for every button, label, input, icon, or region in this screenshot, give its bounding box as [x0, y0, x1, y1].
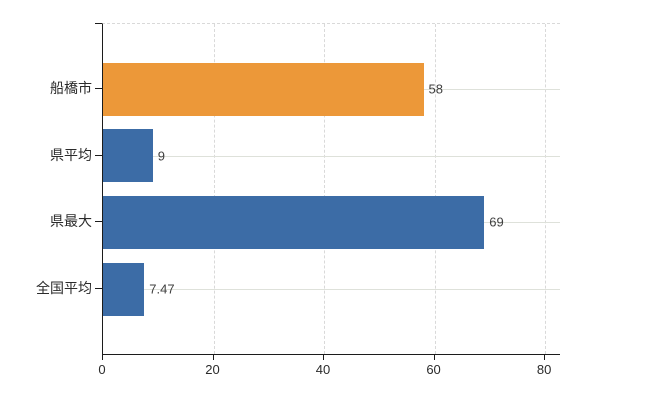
- x-axis-tick: [544, 354, 546, 360]
- category-label: 全国平均: [36, 280, 92, 297]
- y-axis-tick: [95, 288, 102, 290]
- bar: [103, 262, 145, 316]
- x-axis-tick: [212, 354, 214, 360]
- x-tick-label: 20: [205, 362, 220, 377]
- gridline-horizontal: [103, 289, 560, 291]
- x-axis-tick: [433, 354, 435, 360]
- category-label: 県平均: [50, 146, 92, 163]
- bar-value-label: 58: [428, 81, 443, 97]
- y-axis-tick: [95, 154, 102, 156]
- x-tick-label: 0: [98, 362, 106, 377]
- gridline-horizontal: [103, 155, 560, 157]
- bar-value-label: 7.47: [149, 281, 175, 297]
- bar-value-label: 9: [157, 148, 165, 164]
- bar: [103, 62, 424, 116]
- bar-value-label: 69: [489, 214, 504, 230]
- x-tick-label: 80: [536, 362, 552, 377]
- x-tick-label: 60: [426, 362, 441, 377]
- bar: [103, 195, 485, 249]
- gridline-vertical: [324, 24, 326, 354]
- plot-area: 58 9 69 7.47: [102, 23, 560, 355]
- y-axis-tick: [95, 221, 102, 223]
- x-axis-tick: [102, 354, 103, 360]
- gridline-vertical: [213, 24, 215, 354]
- category-label: 船橋市: [50, 80, 92, 96]
- x-axis-tick: [323, 354, 325, 360]
- gridline-vertical: [434, 24, 436, 354]
- y-axis-tick: [95, 88, 102, 89]
- x-tick-label: 40: [315, 362, 331, 377]
- gridline-vertical: [545, 24, 547, 354]
- y-axis-top-tick: [95, 23, 102, 24]
- bar: [103, 129, 153, 183]
- category-label: 県最大: [50, 213, 92, 230]
